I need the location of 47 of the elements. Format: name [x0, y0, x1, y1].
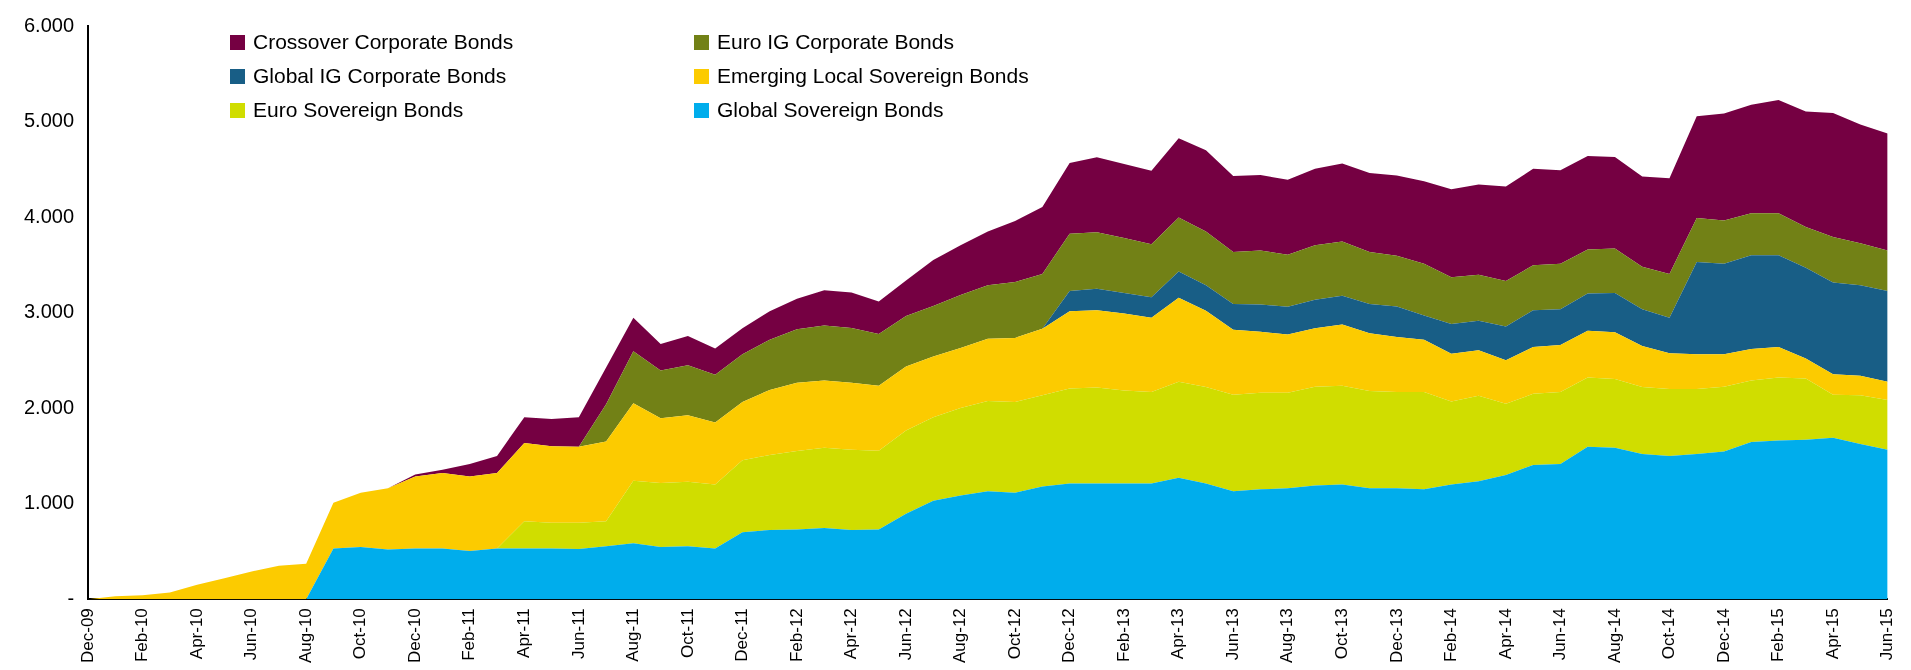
- x-tick-label: Aug-13: [1277, 608, 1297, 664]
- x-tick-label: Oct-13: [1331, 608, 1351, 660]
- x-tick-label: Jun-12: [895, 608, 915, 661]
- x-tick-label: Dec-11: [732, 608, 752, 662]
- legend-label: Euro IG Corporate Bonds: [717, 30, 954, 54]
- x-tick-label: Jun-11: [568, 608, 588, 659]
- x-tick-label: Jun-15: [1877, 608, 1897, 661]
- x-tick-label: Feb-14: [1441, 608, 1461, 663]
- x-tick-label: Aug-10: [295, 608, 315, 664]
- x-tick-label: Apr-14: [1495, 608, 1515, 660]
- x-tick-label: Feb-15: [1768, 608, 1788, 663]
- x-tick-label: Jun-13: [1222, 608, 1242, 661]
- x-tick-label: Feb-11: [459, 608, 479, 661]
- x-tick-label: Dec-09: [77, 608, 97, 663]
- x-tick-label: Dec-13: [1386, 608, 1406, 663]
- x-tick-label: Oct-14: [1659, 608, 1679, 660]
- legend-label: Global Sovereign Bonds: [717, 98, 944, 122]
- legend-label: Global IG Corporate Bonds: [253, 64, 507, 88]
- y-tick-label: 2.000: [23, 395, 75, 418]
- x-tick-label: Feb-10: [132, 608, 152, 663]
- x-tick-label: Apr-15: [1822, 608, 1842, 660]
- x-tick-label: Oct-12: [1004, 608, 1024, 660]
- y-tick-label: 6.000: [23, 13, 75, 36]
- legend-label: Emerging Local Sovereign Bonds: [717, 64, 1029, 88]
- x-tick-label: Dec-12: [1059, 608, 1079, 663]
- x-tick-label: Feb-13: [1113, 608, 1133, 663]
- x-tick-label: Oct-10: [350, 608, 370, 660]
- y-tick-label: -: [67, 586, 75, 609]
- x-tick-label: Jun-10: [241, 608, 261, 661]
- x-tick-label: Aug-14: [1604, 608, 1624, 664]
- x-tick-label: Oct-11: [677, 608, 697, 658]
- x-tick-label: Apr-13: [1168, 608, 1188, 660]
- x-tick-label: Dec-10: [404, 608, 424, 663]
- x-tick-label: Dec-14: [1713, 608, 1733, 663]
- legend-label: Euro Sovereign Bonds: [253, 98, 464, 122]
- x-tick-label: Apr-11: [513, 608, 533, 658]
- y-tick-label: 1.000: [23, 491, 75, 514]
- x-tick-label: Feb-12: [786, 608, 806, 663]
- y-tick-label: 4.000: [23, 204, 75, 227]
- x-tick-label: Apr-10: [186, 608, 206, 660]
- x-tick-label: Apr-12: [841, 608, 861, 660]
- x-tick-label: Aug-11: [623, 608, 643, 662]
- y-tick-label: 5.000: [23, 109, 75, 132]
- legend-label: Crossover Corporate Bonds: [253, 30, 514, 54]
- y-tick-label: 3.000: [23, 300, 75, 323]
- x-tick-label: Jun-14: [1550, 608, 1570, 661]
- x-tick-label: Aug-12: [950, 608, 970, 664]
